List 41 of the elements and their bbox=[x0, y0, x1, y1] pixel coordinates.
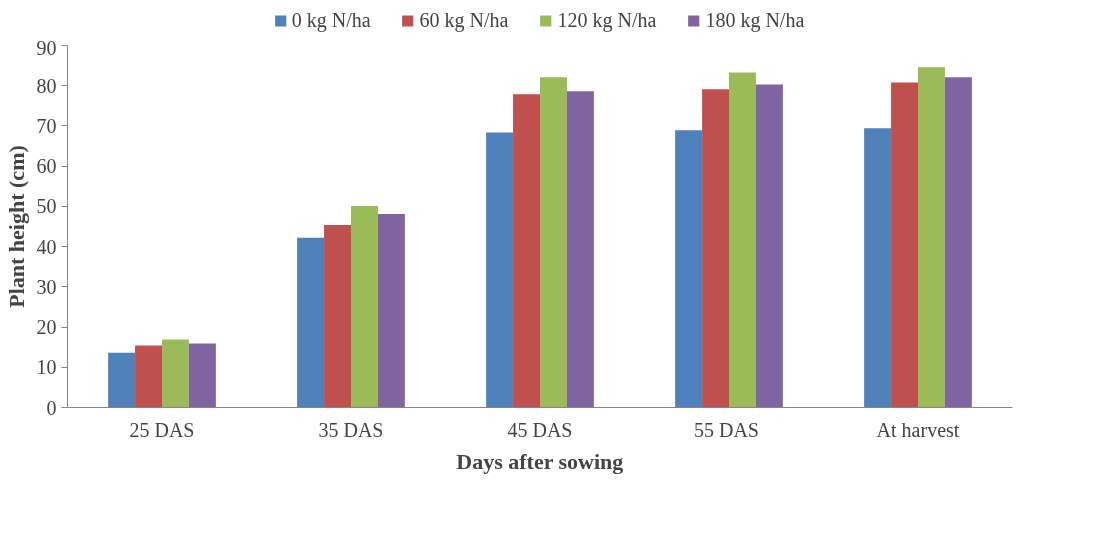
y-tick-label: 0 bbox=[46, 396, 57, 419]
bar bbox=[702, 89, 729, 408]
y-axis-title: Plant height (cm) bbox=[3, 145, 29, 308]
y-tick-label: 70 bbox=[36, 114, 57, 137]
y-tick-label: 30 bbox=[36, 275, 57, 298]
bar bbox=[566, 91, 594, 408]
y-tick-label: 80 bbox=[36, 74, 57, 97]
y-tick-label: 20 bbox=[36, 316, 57, 339]
y-tick-label: 60 bbox=[36, 155, 57, 178]
bar bbox=[675, 130, 703, 408]
bar bbox=[351, 205, 378, 408]
bar bbox=[513, 94, 540, 408]
x-tick-label: 55 DAS bbox=[694, 418, 760, 441]
legend-label: 0 kg N/ha bbox=[291, 8, 371, 32]
x-axis-title: Days after sowing bbox=[456, 448, 624, 474]
bar bbox=[864, 128, 892, 408]
bar bbox=[755, 84, 783, 408]
x-tick-label: At harvest bbox=[876, 418, 960, 441]
y-tick-label: 40 bbox=[36, 235, 57, 258]
x-tick-label: 45 DAS bbox=[507, 418, 573, 441]
x-tick-label: 25 DAS bbox=[129, 418, 195, 441]
y-tick-label: 50 bbox=[36, 195, 57, 218]
bar bbox=[891, 82, 918, 408]
bar bbox=[377, 214, 405, 408]
y-tick-label: 10 bbox=[36, 356, 57, 379]
bar bbox=[108, 352, 136, 408]
legend-label: 120 kg N/ha bbox=[557, 8, 657, 32]
bar bbox=[162, 339, 189, 408]
bar bbox=[944, 77, 972, 408]
y-tick-label: 90 bbox=[36, 36, 57, 59]
legend-label: 60 kg N/ha bbox=[419, 8, 509, 32]
bar bbox=[188, 343, 216, 408]
bar bbox=[540, 77, 567, 408]
bar bbox=[324, 224, 351, 408]
legend-label: 180 kg N/ha bbox=[705, 8, 805, 32]
bar bbox=[918, 67, 945, 408]
bar bbox=[135, 345, 162, 408]
bar bbox=[729, 72, 756, 408]
x-tick-label: 35 DAS bbox=[318, 418, 384, 441]
bar bbox=[486, 132, 514, 408]
bar bbox=[297, 237, 325, 408]
